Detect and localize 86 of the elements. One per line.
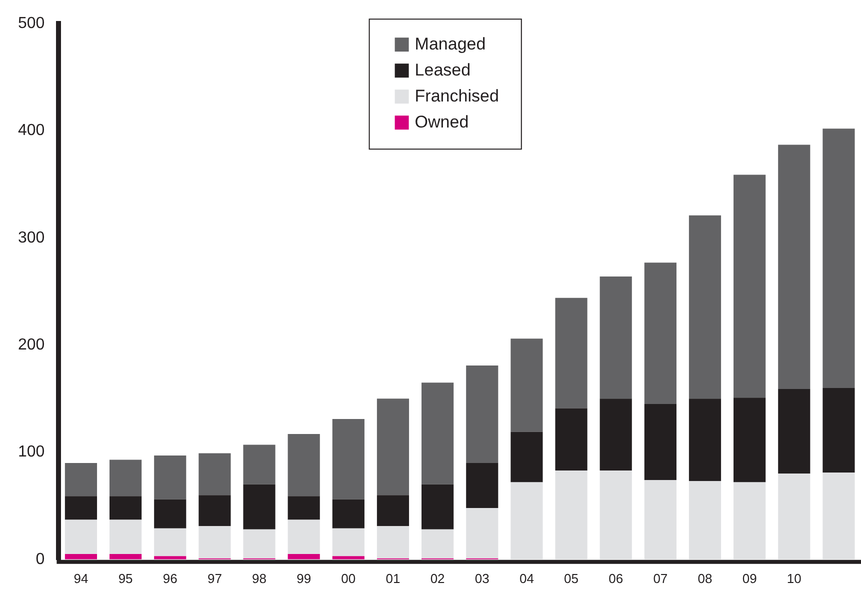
bar [332, 419, 364, 500]
bar [288, 496, 320, 520]
bar [422, 529, 454, 558]
bar [510, 338, 543, 432]
bar [734, 482, 766, 560]
bar [644, 262, 676, 404]
bar [198, 453, 231, 496]
bar [64, 554, 98, 560]
legend-label: Franchised [414, 86, 499, 106]
y-tick-label: 500 [18, 15, 45, 32]
bar [64, 462, 98, 496]
bar [778, 144, 810, 390]
bar [510, 482, 543, 560]
bar [154, 556, 186, 560]
bar [198, 526, 231, 558]
x-tick-label: 05 [564, 570, 579, 586]
bar [154, 455, 186, 500]
y-tick-label: 200 [18, 336, 45, 354]
bar [644, 480, 676, 560]
x-tick-label: 97 [207, 570, 222, 586]
bar [154, 499, 186, 528]
bar [600, 276, 632, 399]
bar [198, 495, 231, 526]
bar [466, 508, 498, 558]
bar [243, 529, 276, 558]
bar [510, 432, 543, 482]
bar [466, 462, 498, 508]
bar [288, 434, 320, 496]
bar [288, 554, 320, 560]
bar [332, 556, 364, 560]
bar [110, 520, 142, 554]
bar [422, 484, 454, 530]
bar [376, 398, 410, 496]
legend-label: Managed [414, 34, 486, 54]
bar [778, 474, 810, 560]
bar [822, 128, 855, 388]
x-tick-label: 04 [519, 570, 534, 586]
bar [778, 389, 810, 474]
x-tick-label: 99 [296, 570, 312, 586]
x-tick-label: 03 [474, 570, 490, 586]
x-tick-label: 94 [74, 570, 88, 586]
x-tick-label: 96 [162, 570, 178, 586]
x-tick-label: 07 [653, 570, 668, 586]
bar [332, 499, 364, 528]
x-tick-label: 06 [608, 570, 624, 586]
x-tick-label: 98 [252, 570, 267, 586]
x-tick-label: 10 [786, 570, 802, 586]
bar [555, 408, 588, 470]
x-tick-label: 09 [742, 570, 757, 586]
bar [422, 382, 454, 484]
bar [600, 470, 632, 560]
y-tick-label: 300 [18, 229, 45, 246]
y-tick-label: 400 [18, 122, 45, 140]
x-tick-label: 02 [430, 570, 445, 586]
bar [734, 398, 766, 482]
legend-label: Owned [414, 112, 469, 132]
bar [110, 554, 142, 560]
bar [688, 215, 722, 399]
bar [243, 444, 276, 484]
bar [64, 496, 98, 520]
bar [822, 472, 855, 560]
y-tick-label: 0 [36, 550, 45, 568]
bar [466, 365, 498, 463]
bar [64, 520, 98, 554]
x-tick-label: 08 [698, 570, 712, 586]
bar [288, 520, 320, 554]
bar [688, 398, 722, 482]
bar [110, 496, 142, 520]
bar [734, 174, 766, 398]
bar [376, 526, 410, 558]
bar [644, 404, 676, 480]
x-tick-label: 95 [118, 570, 133, 586]
x-tick-label: 00 [341, 570, 356, 586]
bar [600, 398, 632, 470]
bar [688, 481, 722, 560]
bar [154, 528, 186, 556]
bar [110, 460, 142, 496]
bar [555, 298, 588, 408]
bar [822, 388, 855, 473]
y-tick-label: 100 [18, 444, 45, 461]
bar [332, 528, 364, 556]
bar [243, 484, 276, 530]
bar [376, 495, 410, 526]
legend-label: Leased [414, 60, 471, 80]
bar [555, 470, 588, 560]
x-tick-label: 01 [386, 570, 400, 586]
